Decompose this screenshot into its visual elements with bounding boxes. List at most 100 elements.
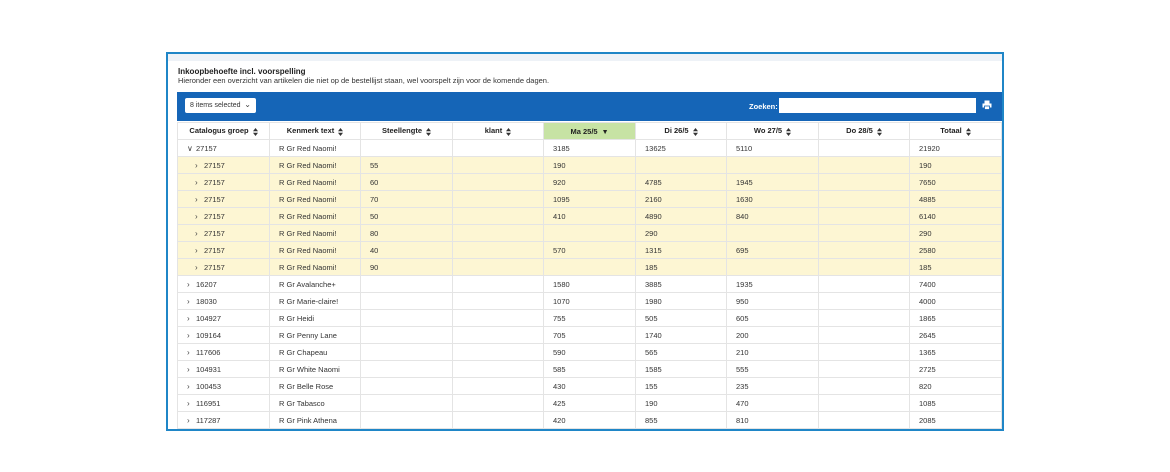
chevron-right-icon[interactable]: ›	[187, 279, 190, 289]
table-row[interactable]: › 104927 R Gr Heidi 755 505 605 1865	[177, 309, 1002, 327]
table-cell: 4785	[635, 173, 727, 191]
table-row[interactable]: › 116951 R Gr Tabasco 425 190 470 1085	[177, 394, 1002, 412]
table-cell: R Gr Red Naomi!	[269, 224, 361, 242]
cell-value: 950	[736, 296, 749, 306]
table-cell[interactable]: › 27157	[177, 156, 270, 174]
table-cell[interactable]: › 27157	[177, 224, 270, 242]
chevron-right-icon[interactable]: ›	[195, 228, 198, 238]
chevron-right-icon[interactable]: ›	[187, 347, 190, 357]
chevron-right-icon[interactable]: ›	[195, 160, 198, 170]
table-cell[interactable]: › 117287	[177, 411, 270, 429]
table-row[interactable]: ∨ 27157 R Gr Red Naomi! 3185 13625 5110 21920	[177, 139, 1002, 157]
table-cell[interactable]: › 27157	[177, 258, 270, 276]
column-header[interactable]: Catalogus groep	[177, 122, 270, 140]
cell-value: 425	[553, 398, 566, 408]
chevron-down-icon: ⌄	[244, 100, 251, 109]
table-cell[interactable]: › 104927	[177, 309, 270, 327]
sort-icon	[252, 127, 258, 136]
child-table-row[interactable]: › 27157 R Gr Red Naomi! 70 1095 2160 1630 4885	[177, 190, 1002, 208]
column-header[interactable]: Kenmerk text	[269, 122, 361, 140]
table-cell[interactable]: › 16207	[177, 275, 270, 293]
table-cell[interactable]: › 109164	[177, 326, 270, 344]
chevron-right-icon[interactable]: ›	[187, 415, 190, 425]
table-cell	[818, 190, 910, 208]
chevron-right-icon[interactable]: ›	[187, 296, 190, 306]
table-header-row: Catalogus groep Kenmerk text Steellengte kl…	[177, 122, 1002, 140]
table-cell: 55	[360, 156, 453, 174]
table-cell[interactable]: ∨ 27157	[177, 139, 270, 157]
print-icon[interactable]	[982, 100, 992, 110]
chevron-right-icon[interactable]: ›	[195, 211, 198, 221]
chevron-right-icon[interactable]: ›	[195, 245, 198, 255]
child-table-row[interactable]: › 27157 R Gr Red Naomi! 50 410 4890 840 6140	[177, 207, 1002, 225]
chevron-right-icon[interactable]: ›	[187, 398, 190, 408]
table-cell	[452, 292, 544, 310]
table-cell[interactable]: › 18030	[177, 292, 270, 310]
table-cell: 2160	[635, 190, 727, 208]
search-input[interactable]	[779, 98, 976, 113]
table-row[interactable]: › 117287 R Gr Pink Athena 420 855 810 2085	[177, 411, 1002, 429]
cell-value: 290	[645, 228, 658, 238]
table-cell	[452, 190, 544, 208]
cell-value: R Gr Heidi	[279, 313, 315, 323]
table-row[interactable]: › 104931 R Gr White Naomi 585 1585 555 2725	[177, 360, 1002, 378]
table-cell[interactable]: › 27157	[177, 173, 270, 191]
table-cell[interactable]: › 100453	[177, 377, 270, 395]
child-table-row[interactable]: › 27157 R Gr Red Naomi! 90 185 185	[177, 258, 1002, 276]
chevron-down-icon[interactable]: ∨	[187, 143, 193, 153]
table-cell: 2085	[909, 411, 1002, 429]
table-cell: 855	[635, 411, 727, 429]
table-row[interactable]: › 100453 R Gr Belle Rose 430 155 235 820	[177, 377, 1002, 395]
table-cell	[452, 309, 544, 327]
table-cell[interactable]: › 27157	[177, 241, 270, 259]
table-row[interactable]: › 109164 R Gr Penny Lane 705 1740 200 2645	[177, 326, 1002, 344]
cell-value: R Gr Red Naomi!	[279, 262, 337, 272]
cell-value: 27157	[204, 262, 225, 272]
chevron-right-icon[interactable]: ›	[195, 177, 198, 187]
child-table-row[interactable]: › 27157 R Gr Red Naomi! 40 570 1315 695 2580	[177, 241, 1002, 259]
table-cell	[818, 309, 910, 327]
table-cell[interactable]: › 27157	[177, 207, 270, 225]
table-cell: R Gr Red Naomi!	[269, 156, 361, 174]
table-cell: 190	[909, 156, 1002, 174]
column-header[interactable]: Wo 27/5	[726, 122, 819, 140]
cell-value: 3185	[553, 143, 570, 153]
child-table-row[interactable]: › 27157 R Gr Red Naomi! 60 920 4785 1945 7650	[177, 173, 1002, 191]
column-header[interactable]: Do 28/5	[818, 122, 910, 140]
column-select-dropdown[interactable]: 8 items selected ⌄	[185, 98, 256, 113]
table-row[interactable]: › 117606 R Gr Chapeau 590 565 210 1365	[177, 343, 1002, 361]
cell-value: 1070	[553, 296, 570, 306]
table-row[interactable]: › 16207 R Gr Avalanche+ 1580 3885 1935 7400	[177, 275, 1002, 293]
column-header[interactable]: Di 26/5	[635, 122, 727, 140]
table-cell	[818, 275, 910, 293]
table-cell	[360, 377, 453, 395]
cell-value: 40	[370, 245, 379, 255]
chevron-right-icon[interactable]: ›	[187, 330, 190, 340]
cell-value: 3885	[645, 279, 662, 289]
table-cell[interactable]: › 117606	[177, 343, 270, 361]
table-cell: 1095	[543, 190, 636, 208]
column-header[interactable]: Totaal	[909, 122, 1002, 140]
chevron-right-icon[interactable]: ›	[187, 381, 190, 391]
table-cell	[360, 326, 453, 344]
chevron-right-icon[interactable]: ›	[195, 194, 198, 204]
table-row[interactable]: › 18030 R Gr Marie-claire! 1070 1980 950 4000	[177, 292, 1002, 310]
table-cell[interactable]: › 116951	[177, 394, 270, 412]
table-cell[interactable]: › 27157	[177, 190, 270, 208]
child-table-row[interactable]: › 27157 R Gr Red Naomi! 80 290 290	[177, 224, 1002, 242]
table-cell	[452, 139, 544, 157]
child-table-row[interactable]: › 27157 R Gr Red Naomi! 55 190 190	[177, 156, 1002, 174]
chevron-right-icon[interactable]: ›	[187, 364, 190, 374]
column-header[interactable]: klant	[452, 122, 544, 140]
column-header[interactable]: Ma 25/5 ▼	[543, 122, 636, 140]
chevron-right-icon[interactable]: ›	[187, 313, 190, 323]
cell-value: 1365	[919, 347, 936, 357]
table-cell: 6140	[909, 207, 1002, 225]
table-cell[interactable]: › 104931	[177, 360, 270, 378]
cell-value: 420	[553, 415, 566, 425]
table-cell: 1365	[909, 343, 1002, 361]
table-cell: 13625	[635, 139, 727, 157]
column-header[interactable]: Steellengte	[360, 122, 453, 140]
table-cell	[818, 173, 910, 191]
chevron-right-icon[interactable]: ›	[195, 262, 198, 272]
